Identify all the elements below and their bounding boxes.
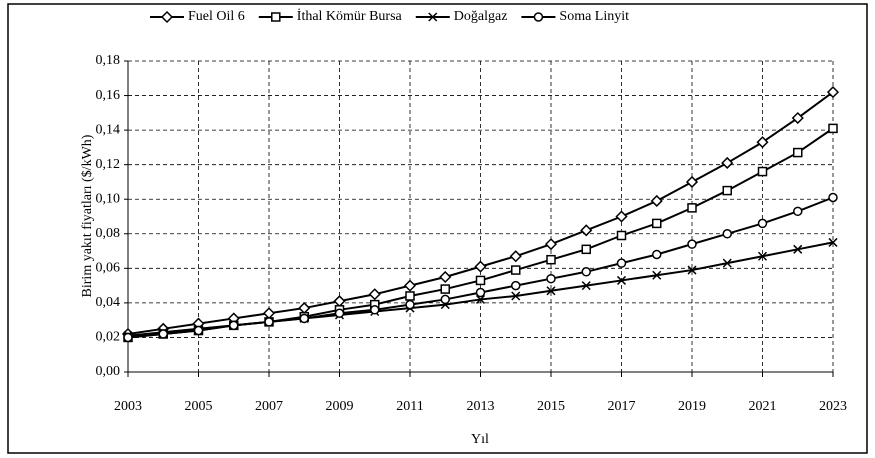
y-tick-label: 0,08	[96, 226, 121, 241]
marker	[474, 260, 487, 273]
y-tick-label: 0,02	[96, 330, 121, 345]
x-tick-label: 2015	[537, 399, 565, 414]
x-tick-label: 2007	[255, 399, 283, 414]
marker	[687, 265, 697, 275]
marker	[828, 237, 838, 247]
marker	[405, 299, 415, 310]
marker	[511, 265, 521, 275]
marker	[650, 194, 663, 208]
marker	[687, 239, 697, 249]
marker	[511, 291, 521, 301]
y-axis-label: Birim yakıt fiyatları ($/kWh)	[80, 134, 95, 297]
marker	[403, 279, 417, 292]
legend-label: Soma Linyit	[559, 9, 629, 24]
legend-item: Fuel Oil 6	[150, 9, 245, 24]
marker	[440, 294, 450, 305]
marker	[299, 313, 309, 324]
marker	[439, 270, 452, 284]
marker	[229, 320, 239, 331]
y-tick-label: 0,00	[96, 364, 121, 379]
y-tick-label: 0,16	[96, 88, 121, 103]
marker	[616, 275, 627, 285]
x-axis-label: Yıl	[471, 432, 489, 447]
legend-label: Fuel Oil 6	[188, 9, 245, 24]
marker	[546, 286, 556, 296]
marker	[511, 280, 521, 291]
x-tick-label: 2013	[467, 399, 495, 414]
marker	[616, 258, 627, 268]
y-tick-label: 0,04	[96, 295, 121, 310]
marker	[368, 288, 381, 301]
marker	[615, 210, 628, 223]
marker	[158, 329, 168, 339]
marker	[428, 12, 438, 22]
marker	[533, 12, 544, 22]
y-tick-label: 0,06	[96, 261, 121, 276]
x-tick-label: 2009	[326, 399, 354, 414]
marker	[828, 123, 838, 134]
marker	[687, 203, 697, 213]
marker	[652, 218, 662, 229]
marker	[652, 249, 662, 260]
marker	[685, 175, 699, 189]
chart-frame	[7, 3, 868, 454]
marker	[793, 147, 803, 158]
x-tick-label: 2011	[396, 399, 423, 414]
marker	[722, 185, 732, 196]
marker	[722, 229, 732, 239]
legend-label: Doğalgaz	[454, 9, 508, 24]
marker	[334, 308, 345, 319]
marker	[544, 238, 558, 251]
marker	[405, 291, 415, 301]
marker	[756, 136, 769, 149]
legend-item: Doğalgaz	[415, 9, 508, 24]
y-tick-label: 0,18	[96, 53, 121, 68]
marker	[791, 111, 804, 125]
legend-item: İthal Kömür Bursa	[258, 8, 403, 24]
marker	[580, 224, 593, 237]
marker	[757, 218, 768, 229]
marker	[721, 156, 734, 169]
marker	[581, 267, 591, 277]
marker	[793, 244, 803, 254]
marker	[793, 206, 803, 217]
marker	[652, 270, 662, 280]
marker	[440, 284, 450, 294]
marker	[123, 332, 133, 343]
marker	[475, 275, 486, 286]
x-tick-label: 2003	[114, 399, 142, 414]
x-tick-label: 2019	[678, 399, 706, 414]
marker	[757, 251, 768, 261]
x-tick-label: 2017	[608, 399, 636, 414]
marker	[722, 258, 732, 268]
marker	[509, 250, 522, 263]
marker	[193, 325, 204, 336]
x-tick-label: 2023	[819, 399, 847, 414]
marker	[546, 273, 556, 284]
legend-item: Soma Linyit	[521, 9, 629, 24]
y-tick-label: 0,14	[96, 122, 121, 137]
marker	[828, 192, 838, 203]
marker	[616, 230, 627, 241]
marker	[370, 305, 380, 315]
marker	[757, 166, 768, 177]
marker	[826, 86, 840, 99]
y-tick-label: 0,10	[96, 191, 121, 206]
marker	[475, 294, 486, 304]
x-tick-label: 2021	[749, 399, 777, 414]
marker	[271, 12, 281, 22]
y-tick-label: 0,12	[96, 157, 121, 172]
x-tick-label: 2005	[185, 399, 213, 414]
marker	[160, 10, 174, 24]
legend-label: İthal Kömür Bursa	[297, 8, 403, 24]
marker	[581, 281, 591, 291]
marker	[581, 244, 591, 255]
marker	[264, 317, 274, 327]
marker	[475, 287, 486, 298]
marker	[546, 254, 556, 265]
